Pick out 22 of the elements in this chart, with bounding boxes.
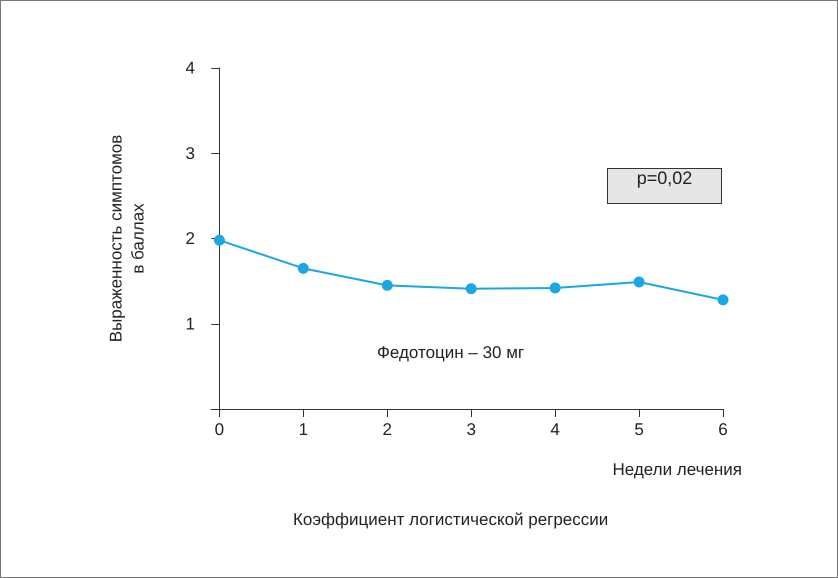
- x-tick-label: 2: [382, 420, 392, 439]
- x-tick-label: 5: [634, 420, 644, 439]
- text: Коэффициент логистической регрессии: [293, 510, 608, 529]
- point: [718, 294, 728, 306]
- point: [298, 262, 309, 274]
- x-tick-label: 3: [466, 420, 476, 439]
- y-axis-title: Выраженность симптомов в баллах: [106, 134, 148, 342]
- x-tick-label: 1: [298, 420, 308, 439]
- annotation: Федотоцин – 30 мг: [377, 343, 524, 362]
- point: [466, 283, 477, 294]
- x-tick-label: 6: [718, 420, 728, 439]
- x-tick-label: 0: [214, 420, 224, 439]
- y-tick-label: 2: [186, 229, 195, 248]
- point: [634, 276, 645, 288]
- point: [382, 280, 393, 291]
- y-tick-label: 4: [186, 58, 195, 78]
- point: [214, 234, 225, 246]
- y-tick-label: 1: [186, 314, 195, 334]
- point: [550, 282, 561, 294]
- x-axis-title: Недели лечения: [612, 460, 742, 479]
- x-tick-label: 4: [550, 420, 560, 439]
- y-tick-label: 3: [186, 144, 195, 163]
